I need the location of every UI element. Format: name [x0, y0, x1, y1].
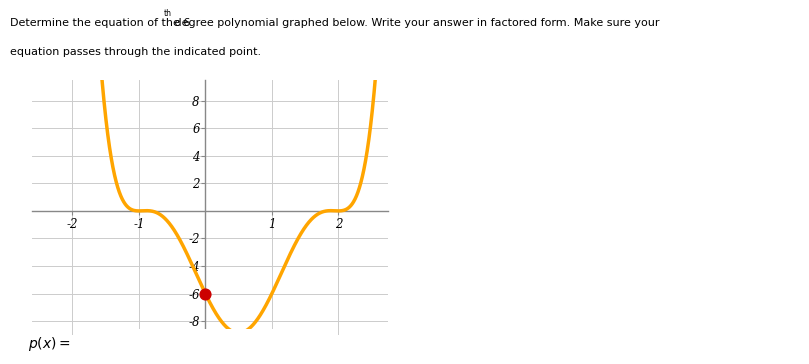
Text: th: th — [164, 9, 172, 18]
Text: degree polynomial graphed below. Write your answer in factored form. Make sure y: degree polynomial graphed below. Write y… — [172, 18, 659, 28]
Text: equation passes through the indicated point.: equation passes through the indicated po… — [10, 47, 260, 57]
FancyBboxPatch shape — [66, 328, 298, 362]
Text: $p(x) =$: $p(x) =$ — [28, 335, 71, 353]
Text: Determine the equation of the 6: Determine the equation of the 6 — [10, 18, 190, 28]
Point — [199, 290, 212, 296]
